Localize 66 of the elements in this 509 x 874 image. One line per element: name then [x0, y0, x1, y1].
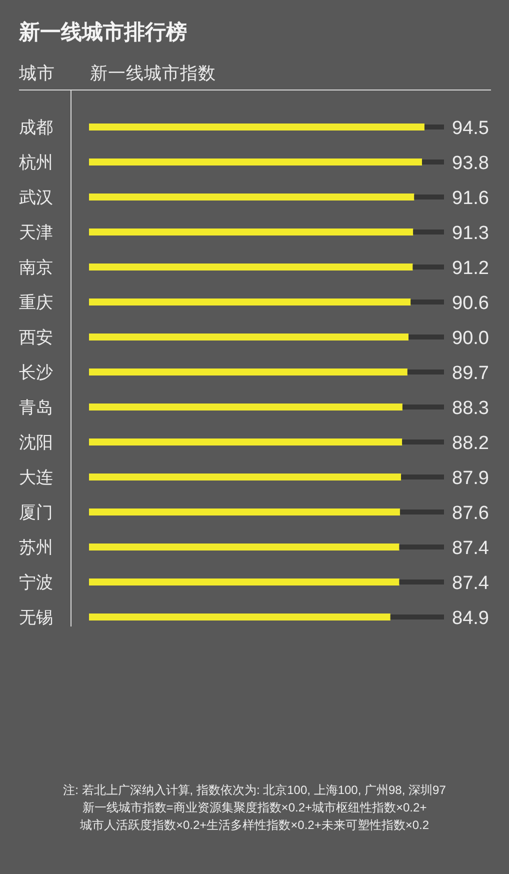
y-tick-label: 无锡	[19, 608, 53, 628]
bar	[399, 580, 444, 584]
bar	[89, 438, 402, 446]
chart-title: 新一线城市排行榜	[18, 20, 187, 44]
bar	[422, 160, 444, 164]
bar	[89, 158, 422, 166]
data-label: 87.9	[452, 468, 489, 489]
data-label: 90.0	[452, 328, 489, 349]
bar	[410, 300, 444, 304]
data-label: 88.2	[452, 432, 489, 454]
text: 城市人活跃度指数×0.2+生活多样性指数×0.2+未来可塑性指数×0.2	[78, 818, 430, 832]
y-tick-label: 武汉	[19, 188, 53, 208]
bar	[89, 474, 402, 480]
bar	[400, 510, 444, 514]
bar	[89, 404, 402, 410]
y-tick-label: 杭州	[18, 153, 53, 172]
text: 注: 若北上广深纳入计算, 指数依次为: 北京100, 上海100, 广州98, 深圳97	[63, 783, 446, 797]
bar	[89, 124, 424, 130]
bar	[424, 124, 444, 130]
bar	[89, 228, 414, 236]
data-label: 87.4	[452, 572, 490, 594]
y-tick-label: 大连	[19, 468, 53, 488]
bar	[408, 334, 444, 340]
y-tick-label: 天津	[19, 223, 53, 242]
bar	[414, 194, 444, 200]
y-tick-label: 成都	[19, 118, 53, 138]
y-tick-label: 南京	[19, 258, 53, 278]
bar	[399, 544, 444, 550]
data-label: 88.3	[452, 398, 489, 419]
bar	[89, 614, 390, 620]
data-label: 84.9	[452, 608, 489, 629]
data-label: 90.6	[452, 292, 489, 314]
x-axis-title: 新一线城市指数	[90, 63, 216, 83]
bar	[89, 194, 414, 200]
data-label: 89.7	[452, 362, 489, 384]
bar	[402, 440, 444, 444]
data-label: 91.2	[452, 258, 489, 279]
bar	[390, 614, 444, 620]
data-label: 93.8	[452, 152, 489, 174]
text: 新一线城市指数=商业资源集聚度指数×0.2+城市枢纽性指数×0.2+	[82, 800, 427, 814]
bar	[89, 508, 400, 516]
y-tick-label: 苏州	[19, 538, 53, 558]
bar	[89, 368, 408, 376]
y-tick-label: 宁波	[19, 573, 53, 592]
bar	[401, 474, 444, 480]
y-tick-label: 重庆	[19, 293, 53, 312]
bar	[412, 264, 444, 270]
bar	[89, 264, 413, 270]
y-tick-label: 长沙	[19, 363, 53, 382]
y-tick-label: 西安	[19, 328, 53, 348]
bar	[413, 230, 444, 234]
bar	[407, 370, 444, 374]
data-label: 91.6	[452, 188, 489, 209]
y-tick-label: 厦门	[19, 503, 53, 522]
bar	[402, 404, 444, 410]
data-label: 87.6	[452, 502, 489, 524]
y-tick-label: 青岛	[19, 398, 53, 418]
y-tick-label: 沈阳	[19, 433, 53, 452]
data-label: 94.5	[452, 118, 489, 139]
bar	[89, 544, 400, 550]
y-axis-title: 城市	[18, 63, 55, 83]
data-label: 87.4	[452, 538, 490, 559]
data-label: 91.3	[452, 222, 489, 244]
bar	[89, 578, 400, 586]
bar	[89, 298, 411, 306]
bar	[89, 334, 408, 340]
